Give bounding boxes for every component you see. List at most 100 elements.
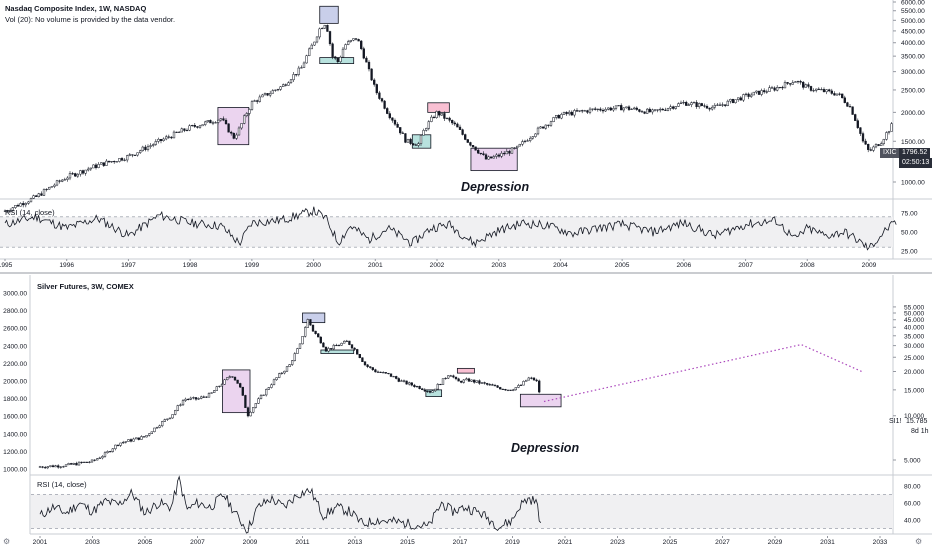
- top-x-tick-label: 2002: [430, 262, 445, 269]
- top-candle: [198, 125, 202, 128]
- top-candle: [877, 144, 880, 146]
- top-candle: [188, 125, 191, 131]
- top-candle: [341, 48, 345, 58]
- top-candle: [92, 164, 95, 169]
- top-candle: [685, 101, 688, 106]
- top-candle: [425, 128, 428, 131]
- top-candle: [726, 100, 729, 106]
- top-candle: [750, 94, 753, 97]
- top-candle: [581, 110, 584, 112]
- bottom-candle: [122, 441, 125, 444]
- top-candle: [789, 83, 792, 85]
- top-candle: [604, 108, 607, 112]
- top-candle: [617, 105, 620, 107]
- settings-icon[interactable]: ⚙: [3, 537, 11, 546]
- bottom-candle: [491, 384, 494, 386]
- top-candle: [523, 140, 527, 142]
- top-candle: [822, 89, 826, 93]
- top-x-tick-label: 2001: [368, 262, 383, 269]
- top-candle: [583, 110, 586, 112]
- bottom-candle: [509, 389, 512, 391]
- bottom-candle: [410, 382, 413, 386]
- top-y-tick-label: 3500.00: [901, 54, 925, 61]
- top-rsi-tick-label: 75.00: [901, 211, 918, 218]
- bottom-candle: [197, 398, 200, 400]
- top-candle: [289, 79, 293, 84]
- bottom-candle: [109, 451, 112, 453]
- top-candle: [594, 108, 597, 110]
- top-candle: [698, 103, 701, 107]
- top-candle: [516, 145, 519, 149]
- bottom-candle: [473, 379, 476, 383]
- bottom-candle: [530, 377, 533, 379]
- chart-settings-icon[interactable]: ⚙: [915, 537, 923, 546]
- top-candle: [76, 173, 79, 177]
- bottom-candle: [369, 366, 372, 368]
- top-candle: [45, 188, 48, 191]
- bottom-candle: [452, 375, 455, 378]
- bottom-candle: [483, 382, 486, 384]
- top-candle: [492, 156, 495, 159]
- top-candle: [885, 132, 888, 140]
- top-candle: [373, 79, 376, 85]
- top-candle: [79, 170, 82, 175]
- bottom-candle: [179, 404, 182, 406]
- top-candle: [711, 106, 714, 110]
- top-candle: [417, 143, 420, 146]
- bottom-candle: [119, 442, 122, 446]
- top-candle: [32, 195, 35, 199]
- top-candle: [258, 96, 261, 102]
- top-candle: [757, 90, 761, 95]
- top-depression-annotation: Depression: [461, 180, 530, 194]
- bottom-candle: [337, 345, 341, 347]
- bottom-candle: [181, 400, 185, 406]
- bottom-candle: [335, 344, 338, 347]
- top-candle: [653, 109, 657, 111]
- left-y-tick-label: 1000.00: [3, 467, 27, 474]
- top-candle: [586, 110, 589, 113]
- top-candle: [89, 167, 92, 170]
- bottom-candle: [382, 372, 385, 374]
- bottom-candle: [202, 396, 205, 398]
- top-candle: [14, 205, 17, 208]
- top-candle: [469, 142, 472, 146]
- top-candle: [776, 87, 779, 91]
- top-candle: [490, 156, 493, 159]
- top-candle: [287, 82, 290, 86]
- top-candle: [542, 126, 545, 129]
- top-candle: [250, 101, 254, 110]
- bottom-candle: [514, 387, 517, 391]
- top-candle: [399, 127, 402, 134]
- top-candle: [16, 205, 20, 207]
- projection-line: [543, 343, 862, 403]
- top-candle: [534, 133, 537, 137]
- top-candle: [37, 193, 40, 197]
- bottom-x-tick-label: 2033: [873, 539, 888, 546]
- bottom-candle: [415, 386, 419, 388]
- top-candle: [386, 108, 389, 114]
- top-candle: [851, 106, 854, 115]
- top-candle: [22, 203, 25, 206]
- bottom-candle: [293, 353, 296, 361]
- top-candle: [804, 84, 807, 88]
- top-candle: [347, 41, 350, 45]
- top-candle: [240, 123, 243, 129]
- top-candle: [479, 152, 482, 154]
- bottom-candle: [486, 383, 489, 385]
- bottom-candle: [395, 376, 398, 379]
- bottom-x-tick-label: 2029: [768, 539, 783, 546]
- top-candle: [6, 210, 9, 212]
- top-candle: [438, 111, 441, 116]
- top-candle: [848, 106, 852, 108]
- bottom-x-tick-label: 2025: [663, 539, 678, 546]
- top-candle: [625, 106, 628, 109]
- top-candle: [705, 106, 709, 109]
- bottom-candle: [519, 384, 523, 386]
- bottom-candle: [129, 439, 133, 442]
- top-candle: [94, 164, 98, 168]
- top-candle: [765, 91, 768, 93]
- top-candle: [323, 25, 326, 29]
- top-candle: [334, 56, 337, 59]
- top-candle: [206, 120, 209, 123]
